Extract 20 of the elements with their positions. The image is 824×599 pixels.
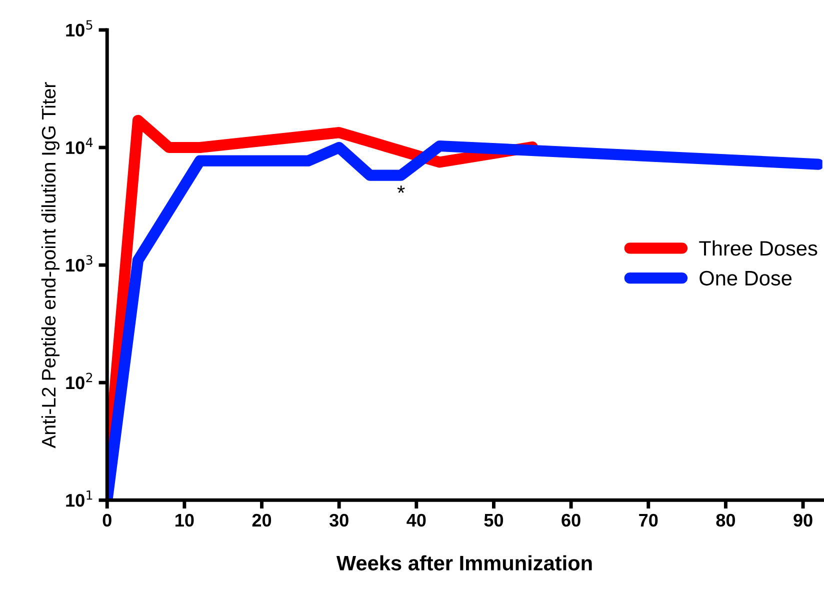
x-tick-label: 70 bbox=[639, 514, 658, 527]
legend-label: Three Doses bbox=[699, 240, 818, 256]
x-tick-label: 10 bbox=[176, 514, 194, 527]
legend-label: One Dose bbox=[700, 270, 792, 286]
x-tick-label: 20 bbox=[252, 514, 272, 527]
x-axis-title: Weeks after Immunization bbox=[336, 555, 592, 570]
y-tick-label: 10$^{2}$ bbox=[66, 372, 92, 390]
x-tick-label: 50 bbox=[484, 514, 504, 527]
x-tick-label: 0 bbox=[102, 514, 112, 527]
annotation: * bbox=[397, 186, 405, 193]
y-tick-label: 10$^{4}$ bbox=[66, 138, 93, 154]
x-tick-label: 60 bbox=[562, 514, 580, 527]
y-tick-label: 10$^{3}$ bbox=[66, 255, 92, 272]
x-tick-label: 80 bbox=[716, 514, 735, 527]
y-tick-label: 10$^{5}$ bbox=[66, 20, 92, 37]
x-tick-label: 30 bbox=[329, 514, 348, 527]
y-axis-title: Anti-L2 Peptide end-point dilution IgG Titer bbox=[41, 82, 60, 448]
x-tick-label: 90 bbox=[794, 514, 812, 527]
x-tick-label: 40 bbox=[406, 514, 426, 527]
y-tick-label: 10$^{1}$ bbox=[66, 490, 92, 507]
